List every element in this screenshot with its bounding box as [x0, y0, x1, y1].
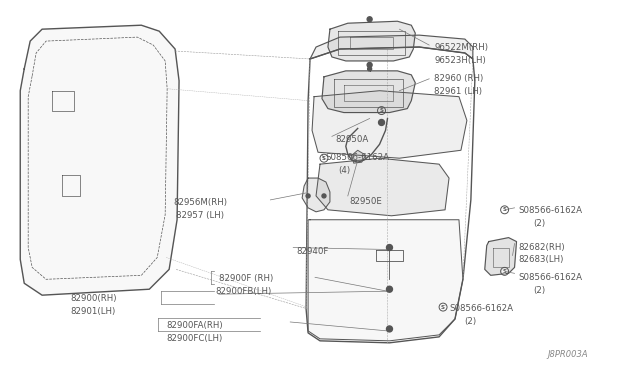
Text: S08566-6162A: S08566-6162A — [449, 304, 513, 313]
Circle shape — [387, 326, 392, 332]
Text: S: S — [380, 108, 383, 113]
Text: (2): (2) — [533, 219, 545, 228]
Circle shape — [503, 270, 506, 273]
Text: 82901(LH): 82901(LH) — [70, 307, 115, 316]
Polygon shape — [310, 35, 473, 59]
Text: 82960 (RH): 82960 (RH) — [434, 74, 483, 83]
Circle shape — [306, 194, 310, 198]
Text: (2): (2) — [464, 317, 476, 326]
Circle shape — [367, 62, 372, 67]
Text: 82940F: 82940F — [296, 247, 328, 256]
Text: 82956M(RH): 82956M(RH) — [173, 198, 227, 207]
Text: S08566-6162A: S08566-6162A — [518, 273, 582, 282]
Circle shape — [378, 119, 385, 125]
Text: 82900(RH): 82900(RH) — [70, 294, 116, 303]
Circle shape — [322, 194, 326, 198]
Circle shape — [367, 17, 372, 22]
Text: 82950E: 82950E — [350, 197, 383, 206]
Text: S: S — [502, 269, 507, 274]
Text: 82900FA(RH): 82900FA(RH) — [166, 321, 223, 330]
Text: 82683(LH): 82683(LH) — [518, 256, 564, 264]
Text: (4): (4) — [338, 166, 350, 175]
Circle shape — [367, 67, 372, 71]
Text: 82900F (RH): 82900F (RH) — [219, 274, 273, 283]
Text: 82957 (LH): 82957 (LH) — [176, 211, 224, 220]
Polygon shape — [312, 91, 467, 158]
Text: S08566-6162A: S08566-6162A — [518, 206, 582, 215]
Polygon shape — [328, 21, 415, 61]
Text: 96523H(LH): 96523H(LH) — [434, 56, 486, 65]
Text: S: S — [502, 207, 507, 212]
Polygon shape — [484, 238, 516, 275]
Text: 82900FC(LH): 82900FC(LH) — [166, 334, 223, 343]
Text: 82900FB(LH): 82900FB(LH) — [216, 287, 272, 296]
Polygon shape — [308, 220, 463, 341]
Text: 82961 (LH): 82961 (LH) — [434, 87, 482, 96]
Polygon shape — [302, 178, 330, 212]
Text: S: S — [441, 305, 445, 310]
Polygon shape — [316, 158, 449, 216]
Polygon shape — [352, 150, 365, 163]
Polygon shape — [20, 25, 179, 295]
Text: (2): (2) — [533, 286, 545, 295]
Circle shape — [387, 244, 392, 250]
Circle shape — [442, 306, 445, 309]
Text: 96522M(RH): 96522M(RH) — [434, 43, 488, 52]
Text: 82682(RH): 82682(RH) — [518, 243, 565, 251]
Polygon shape — [322, 71, 415, 113]
Circle shape — [387, 286, 392, 292]
Text: S08566-6162A: S08566-6162A — [325, 153, 389, 162]
Text: J8PR003A: J8PR003A — [547, 350, 588, 359]
Text: S: S — [322, 156, 326, 161]
Circle shape — [503, 208, 506, 211]
Text: 82950A: 82950A — [335, 135, 368, 144]
